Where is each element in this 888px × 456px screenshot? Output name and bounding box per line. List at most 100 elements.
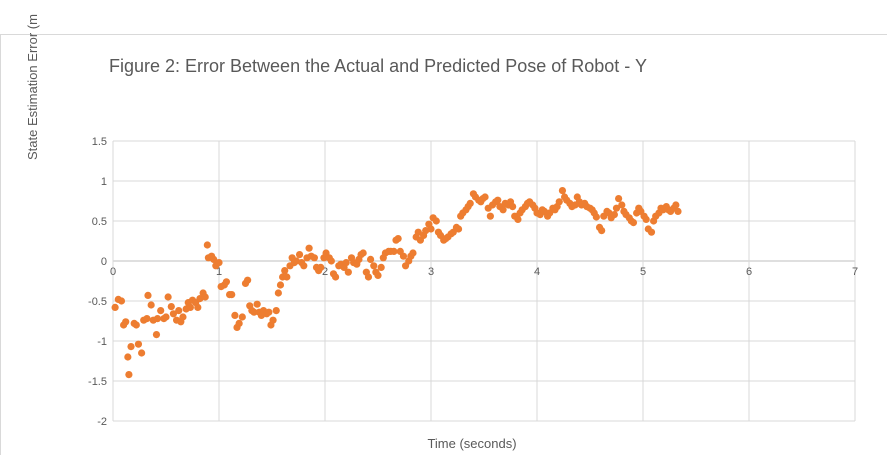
data-point	[414, 228, 422, 236]
data-point	[194, 303, 202, 311]
data-point	[300, 262, 308, 270]
data-point	[228, 291, 236, 299]
data-point	[281, 267, 289, 275]
y-axis-title: State Estimation Error (m	[25, 14, 40, 160]
x-tick-label: 3	[428, 266, 434, 278]
data-point	[399, 252, 408, 260]
data-point	[134, 340, 143, 348]
y-tick-label: -1	[97, 336, 107, 348]
x-tick-label: 0	[110, 266, 116, 278]
data-point	[344, 268, 352, 276]
data-point	[152, 331, 161, 339]
data-point	[162, 313, 170, 321]
x-tick-label: 5	[640, 266, 646, 278]
data-point	[186, 303, 194, 311]
data-point	[276, 281, 285, 289]
data-point	[366, 255, 375, 263]
x-tick-label: 2	[322, 266, 328, 278]
data-point	[283, 273, 291, 281]
data-point	[370, 262, 378, 270]
data-point	[250, 308, 258, 316]
data-point	[558, 187, 567, 195]
x-tick-label: 7	[852, 266, 858, 278]
y-tick-label: -1.5	[88, 376, 107, 388]
data-point	[610, 211, 618, 219]
data-point	[555, 198, 563, 206]
y-tick-label: 1.5	[92, 136, 107, 148]
x-axis-title: Time (seconds)	[427, 436, 516, 451]
data-point	[244, 276, 252, 284]
data-point	[122, 318, 130, 326]
data-point	[499, 206, 507, 214]
data-point	[215, 259, 223, 267]
data-point	[127, 343, 135, 351]
data-point	[222, 278, 231, 286]
gridlines	[112, 140, 856, 422]
data-point	[394, 235, 402, 243]
data-point	[615, 195, 623, 203]
data-point	[481, 193, 489, 201]
y-tick-label: -2	[97, 416, 107, 428]
x-tick-labels: 0 1 2 3 4 5 6 7	[110, 266, 858, 278]
data-point	[117, 297, 126, 305]
data-point	[125, 371, 133, 379]
data-point	[409, 249, 417, 257]
data-point	[111, 303, 119, 311]
data-point	[674, 207, 682, 215]
data-point	[342, 259, 350, 267]
data-point	[432, 217, 440, 225]
data-point	[132, 321, 140, 329]
data-point	[427, 225, 435, 233]
data-point	[144, 291, 152, 299]
data-point	[390, 247, 398, 255]
data-point	[642, 215, 650, 223]
data-point	[272, 307, 280, 315]
data-point	[514, 215, 522, 223]
data-point	[332, 273, 340, 281]
data-point	[231, 311, 239, 319]
data-point	[305, 244, 313, 252]
data-point	[265, 308, 273, 316]
data-point	[235, 319, 243, 327]
data-point	[317, 263, 325, 271]
data-point	[612, 204, 621, 212]
data-point	[494, 196, 502, 204]
data-point	[124, 353, 132, 361]
x-tick-label: 4	[534, 266, 540, 278]
data-point	[310, 254, 318, 262]
data-point	[598, 227, 606, 235]
data-point	[175, 307, 183, 315]
x-tick-label: 1	[216, 266, 222, 278]
data-point	[143, 315, 151, 323]
y-tick-label: 1	[101, 176, 107, 188]
data-point	[592, 213, 600, 221]
y-tick-label: 0	[101, 256, 107, 268]
x-tick-label: 6	[746, 266, 752, 278]
data-point	[167, 303, 175, 311]
y-tick-label: 0.5	[92, 216, 107, 228]
chart-area: Figure 2: Error Between the Actual and P…	[0, 34, 887, 455]
y-tick-labels: 1.5 1 0.5 0 -0.5 -1 -1.5 -2	[88, 136, 107, 428]
chart-title: Figure 2: Error Between the Actual and P…	[109, 56, 647, 76]
data-point	[359, 249, 367, 257]
data-point	[374, 271, 382, 279]
data-point	[466, 199, 474, 207]
data-point	[647, 228, 656, 236]
y-axis-title-layer: State Estimation Error (m	[25, 14, 40, 160]
data-point	[153, 315, 162, 323]
data-point	[327, 257, 335, 265]
data-point	[486, 212, 494, 220]
data-point	[157, 307, 165, 315]
data-point	[147, 301, 155, 309]
data-point	[364, 273, 373, 281]
data-point	[274, 289, 282, 297]
data-point	[269, 316, 277, 324]
data-point	[672, 201, 680, 209]
data-point	[201, 293, 209, 301]
data-point	[618, 201, 626, 209]
data-points	[111, 187, 682, 379]
data-point	[210, 255, 218, 263]
data-point	[509, 203, 517, 211]
data-point	[203, 241, 211, 249]
data-point	[138, 349, 146, 357]
